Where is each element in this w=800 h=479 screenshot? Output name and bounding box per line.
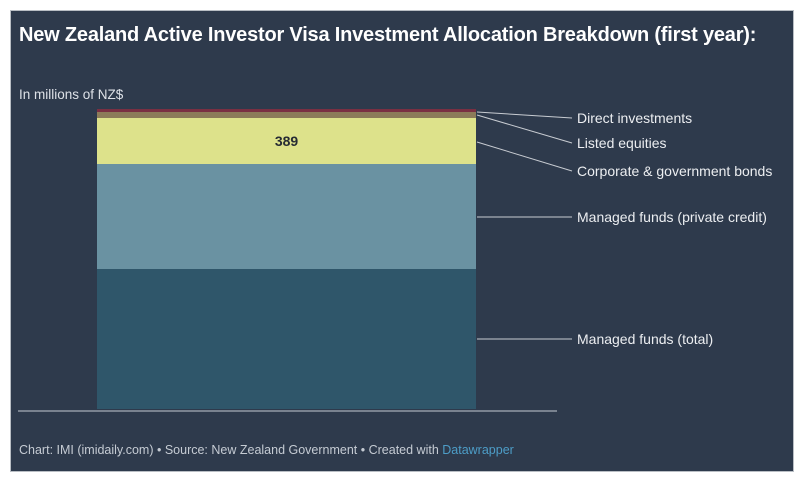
bar-segment-managed-funds-total: [97, 269, 476, 409]
datawrapper-link[interactable]: Datawrapper: [442, 443, 514, 457]
footer-text: Chart: IMI (imidaily.com) • Source: New …: [19, 443, 443, 457]
segment-label-managed-funds-total: Managed funds (total): [577, 331, 714, 347]
bar-segment-listed-equities: [97, 111, 476, 118]
bar-segment-managed-funds-private-credit: [97, 164, 476, 270]
segment-label-direct-investments: Direct investments: [577, 110, 693, 126]
value-label: 389: [274, 133, 299, 150]
footer-byline: Chart: IMI (imidaily.com) • Source: New …: [19, 443, 514, 458]
chart-subtitle: In millions of NZ$: [19, 87, 124, 102]
bar-segment-corporate-government-bonds: 389: [97, 117, 476, 165]
leader-line-direct-investments: [476, 111, 573, 119]
x-axis-baseline: [18, 410, 557, 412]
segment-label-listed-equities: Listed equities: [577, 135, 667, 151]
chart-title: New Zealand Active Investor Visa Investm…: [19, 24, 757, 46]
chart-card: New Zealand Active Investor Visa Investm…: [10, 10, 794, 472]
leader-line-corporate-government-bonds: [476, 141, 573, 172]
segment-label-managed-funds-private-credit: Managed funds (private credit): [577, 209, 767, 225]
bar-segment-direct-investments: [97, 109, 476, 112]
leader-line-listed-equities: [476, 114, 573, 144]
segment-label-corporate-government-bonds: Corporate & government bonds: [577, 163, 773, 179]
stacked-bar: 389: [97, 109, 476, 409]
